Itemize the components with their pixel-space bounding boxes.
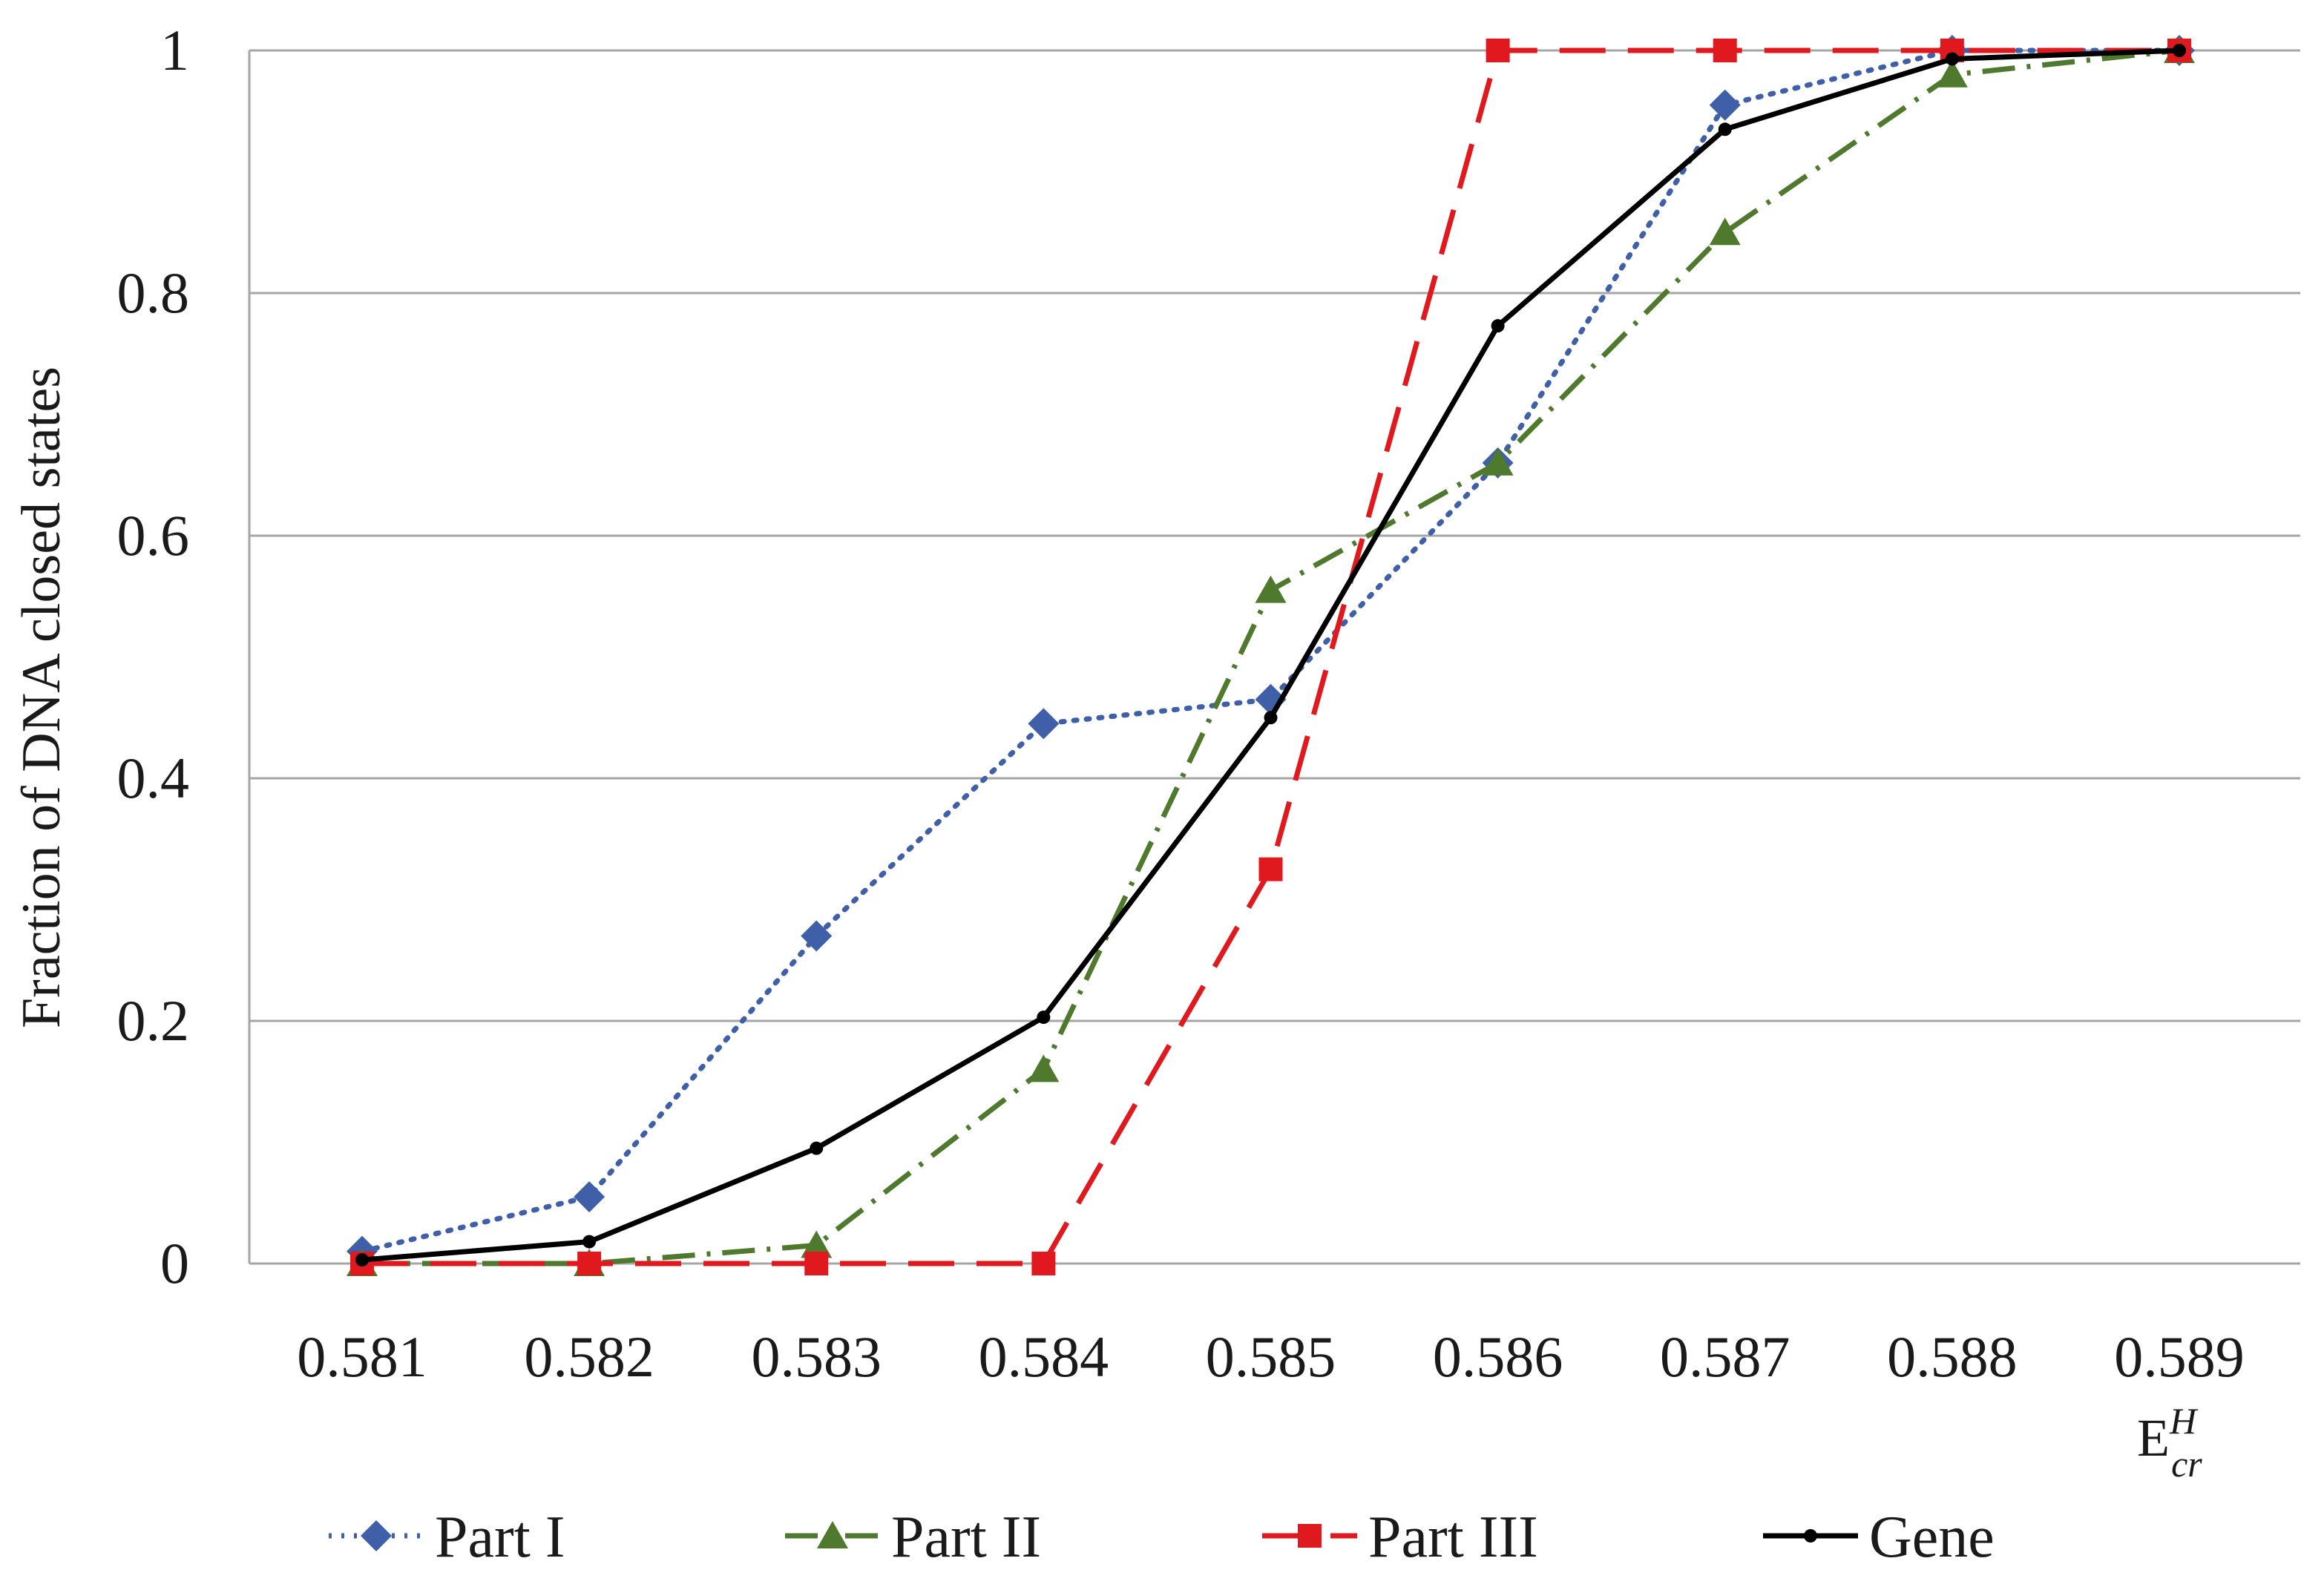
data-point (1709, 217, 1741, 246)
x-tick-label: 0.585 (1206, 1324, 1336, 1389)
data-point (574, 1181, 605, 1213)
data-point (804, 1252, 829, 1275)
x-axis-title-sub: cr (2171, 1443, 2202, 1485)
x-tick-label: 0.589 (2114, 1324, 2245, 1389)
x-tick-label: 0.583 (752, 1324, 882, 1389)
series-part-iii (350, 39, 2191, 1275)
data-point (582, 1235, 597, 1249)
data-point (1028, 708, 1060, 740)
data-point (1298, 1524, 1322, 1548)
legend-label: Part II (891, 1505, 1041, 1570)
y-tick-label: 1 (160, 18, 189, 82)
data-point (1709, 89, 1741, 121)
series-part-i (347, 35, 2195, 1267)
data-point (1713, 39, 1737, 62)
data-point (355, 1253, 369, 1267)
data-point (1255, 575, 1287, 603)
data-point (801, 920, 833, 952)
y-tick-label: 0 (160, 1231, 189, 1295)
x-tick-label: 0.581 (297, 1324, 427, 1389)
y-tick-label: 0.4 (117, 746, 190, 810)
legend-label: Gene (1869, 1505, 1995, 1570)
data-point (1945, 52, 1959, 66)
data-point (801, 1230, 833, 1258)
series-line (362, 47, 2180, 1266)
series-line (359, 47, 2182, 1255)
legend-item-part-i: Part I (329, 1505, 565, 1570)
x-axis-tick-labels: 0.581 0.582 0.583 0.584 0.585 0.586 0.587 0.588… (297, 1324, 2245, 1389)
gridlines (248, 49, 2300, 1265)
legend-item-part-iii: Part III (1262, 1505, 1538, 1570)
y-axis-title: Fraction of DNA closed states (11, 367, 72, 1028)
series-line (362, 47, 2179, 1266)
x-axis-title-base: E (2137, 1408, 2170, 1468)
data-point (1482, 447, 1514, 476)
x-axis-title-sup: H (2169, 1400, 2199, 1442)
data-point (817, 1521, 848, 1548)
y-tick-label: 0.6 (117, 503, 190, 568)
legend-label: Part III (1368, 1505, 1538, 1570)
series-gene (355, 44, 2186, 1267)
series-part-ii (347, 36, 2195, 1276)
x-tick-label: 0.584 (979, 1324, 1109, 1389)
legend: Part I Part II Part III Gene (329, 1505, 1995, 1570)
data-point (1031, 1252, 1056, 1275)
y-tick-label: 0.8 (117, 260, 190, 325)
data-point (577, 1252, 602, 1275)
x-axis-title: EH cr (2137, 1400, 2202, 1485)
data-point (1486, 39, 1510, 62)
y-axis-tick-labels: 0 0.2 0.4 0.6 0.8 1 (117, 18, 190, 1295)
legend-label: Part I (435, 1505, 565, 1570)
data-point (1258, 857, 1283, 881)
series-lines (347, 35, 2195, 1276)
data-point (1804, 1529, 1817, 1542)
data-point (2173, 44, 2186, 57)
legend-item-part-ii: Part II (785, 1505, 1041, 1570)
data-point (1028, 1054, 1060, 1082)
x-tick-label: 0.588 (1887, 1324, 2018, 1389)
x-tick-label: 0.586 (1433, 1324, 1563, 1389)
data-point (1936, 59, 1968, 88)
legend-item-gene: Gene (1763, 1505, 1995, 1570)
x-tick-label: 0.582 (524, 1324, 654, 1389)
series-line (361, 47, 2180, 1263)
data-point (810, 1141, 824, 1155)
data-point (1037, 1011, 1051, 1025)
y-tick-label: 0.2 (117, 988, 190, 1053)
data-point (1491, 319, 1505, 333)
data-point (1718, 122, 1732, 137)
data-point (361, 1520, 392, 1551)
x-tick-label: 0.587 (1660, 1324, 1790, 1389)
data-point (1264, 711, 1278, 725)
